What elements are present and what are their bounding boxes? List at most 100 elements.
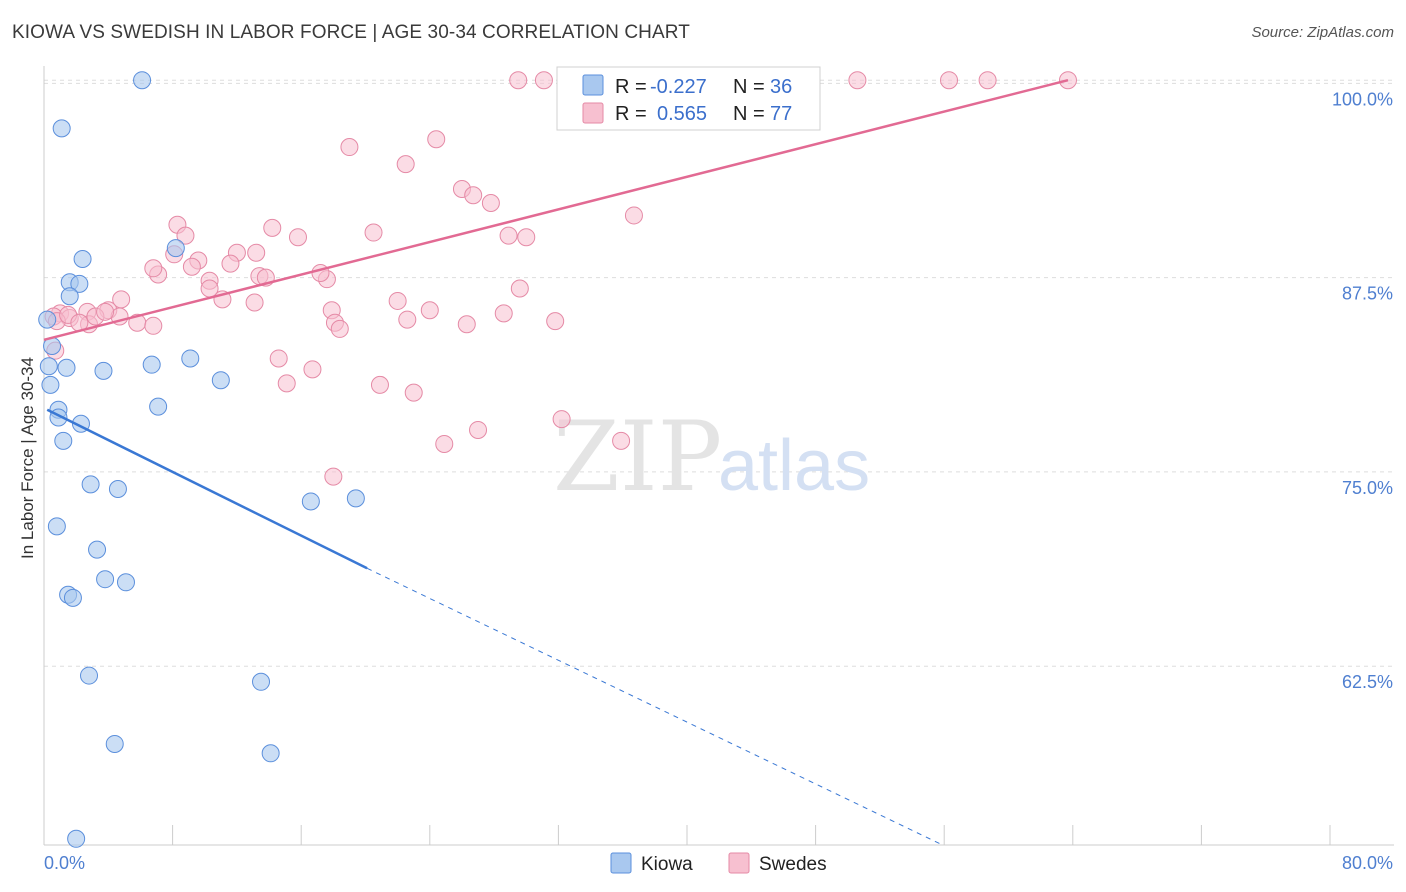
kiowa-point [60,287,79,306]
kiowa-point [211,371,230,390]
legend-kiowa-n-value: 36 [770,76,792,98]
y-tick-label: 100.0% [1332,89,1393,109]
legend-swedes-n-label: N = [733,103,765,125]
swedes-point [96,302,115,321]
kiowa-point [81,475,100,494]
swedes-point [303,360,322,379]
swedes-point [481,194,500,213]
legend-swedes-swatch [582,102,604,124]
kiowa-point [80,666,99,685]
swedes-point [263,218,282,237]
y-axis-label: In Labor Force | Age 30-34 [18,357,37,559]
kiowa-point [301,492,320,511]
x-tick-label-min: 0.0% [44,853,85,873]
swedes-point [370,375,389,394]
swedes-point [221,254,240,273]
kiowa-trend-extension [366,567,943,846]
swedes-point [848,71,867,90]
kiowa-point [346,489,365,508]
kiowa-point [52,119,71,138]
swedes-point [494,304,513,323]
swedes-point [176,226,195,245]
kiowa-point [252,672,271,691]
watermark-zip: ZIP [553,401,722,513]
swedes-point [509,71,528,90]
swedes-point [534,71,553,90]
kiowa-point [133,71,152,90]
legend-swedes-r-label: R = [615,103,647,125]
kiowa-point [54,431,73,450]
kiowa-points [38,71,365,848]
kiowa-point [67,829,86,848]
y-tick-label: 62.5% [1342,672,1393,692]
chart-title: KIOWA VS SWEDISH IN LABOR FORCE | AGE 30… [12,22,690,43]
axis-layer: 100.0% 87.5% 75.0% 62.5% 0.0% 80.0% [43,66,1394,873]
swedes-point [364,223,383,242]
kiowa-point [63,588,82,607]
legend-kiowa-r-value: -0.227 [650,76,707,98]
kiowa-point [88,540,107,559]
swedes-point [940,71,959,90]
watermark-atlas: atlas [718,426,870,506]
kiowa-point [181,349,200,368]
kiowa-point [38,310,57,329]
swedes-point [517,228,536,247]
kiowa-point [116,573,135,592]
swedes-point [510,279,529,298]
swedes-point [340,138,359,157]
kiowa-point [96,570,115,589]
swedes-point [457,315,476,334]
swedes-point [247,243,266,262]
source-credit: Source: ZipAtlas.com [1251,24,1394,41]
swedes-point [469,420,488,439]
swedes-point [245,293,264,312]
kiowa-point [108,480,127,499]
kiowa-point [39,357,58,376]
trend-lines [43,78,1069,846]
kiowa-point [261,744,280,763]
swedes-point [464,186,483,205]
swedes-point [420,301,439,320]
bottom-legend-kiowa-label: Kiowa [641,854,693,875]
swedes-point [277,374,296,393]
x-tick-label-max: 80.0% [1342,853,1393,873]
kiowa-point [142,355,161,374]
legend-kiowa-r-label: R = [615,76,647,98]
swedes-point [427,130,446,149]
watermark: ZIP atlas [553,401,870,513]
swedes-trend-line [43,78,1069,342]
y-tick-label: 87.5% [1342,284,1393,304]
swedes-points [44,71,1077,486]
swedes-point [396,155,415,174]
kiowa-point [41,375,60,394]
kiowa-point [94,361,113,380]
swedes-point [144,316,163,335]
swedes-point [435,434,454,453]
kiowa-point [70,274,89,293]
kiowa-point [105,734,124,753]
correlation-legend: R = -0.227 N = 36 R = 0.565 N = 77 [556,66,821,131]
swedes-point [388,291,407,310]
swedes-point [324,467,343,486]
kiowa-point [73,249,92,268]
swedes-point [144,259,163,278]
legend-swedes-n-value: 77 [770,103,792,125]
series-legend: Kiowa Swedes [610,852,827,875]
swedes-point [288,228,307,247]
bottom-legend-kiowa-swatch [610,852,632,874]
legend-swedes-r-value: 0.565 [657,103,707,125]
swedes-point [499,226,518,245]
legend-kiowa-n-label: N = [733,76,765,98]
swedes-point [978,71,997,90]
swedes-point [612,431,631,450]
kiowa-point [47,517,66,536]
swedes-point [624,206,643,225]
bottom-legend-swedes-label: Swedes [759,854,827,875]
swedes-point [330,319,349,338]
kiowa-trend-line [46,408,368,570]
swedes-point [398,310,417,329]
swedes-point [404,383,423,402]
kiowa-point [166,239,185,258]
swedes-point [552,410,571,429]
